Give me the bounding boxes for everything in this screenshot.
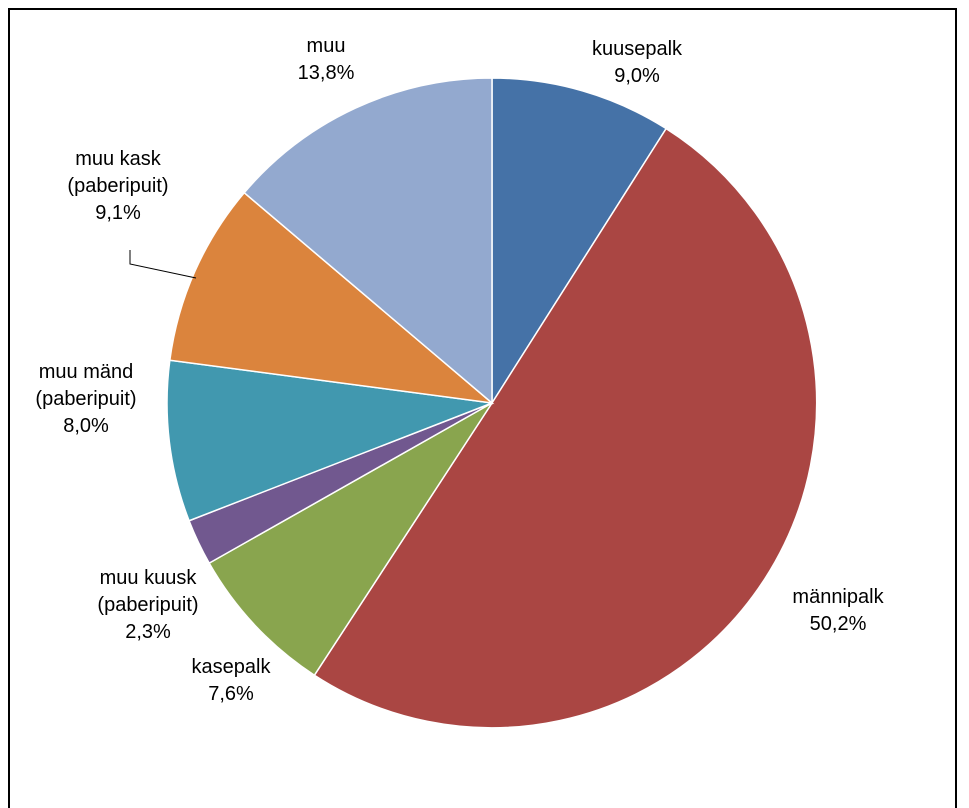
pie-slice-3 (208, 402, 493, 677)
data-label-7: muu 13,8% (298, 35, 355, 84)
pie-slice-1 (491, 77, 668, 406)
data-label-5: muu mänd (paberipuit) 8,0% (35, 361, 136, 437)
data-label-6: muu kask (paberipuit) 9,1% (67, 148, 168, 224)
pie-slice-6 (168, 191, 495, 405)
pie-slice-7 (243, 77, 493, 405)
data-label-4: muu kuusk (paberipuit) 2,3% (97, 567, 198, 643)
data-label-2: männipalk 50,2% (792, 586, 884, 635)
pie-slice-2 (313, 127, 818, 729)
pie-slice-5 (166, 359, 493, 522)
data-label-3: kasepalk 7,6% (192, 656, 272, 705)
leader-line (129, 250, 197, 279)
data-label-1: kuusepalk 9,0% (592, 38, 683, 87)
